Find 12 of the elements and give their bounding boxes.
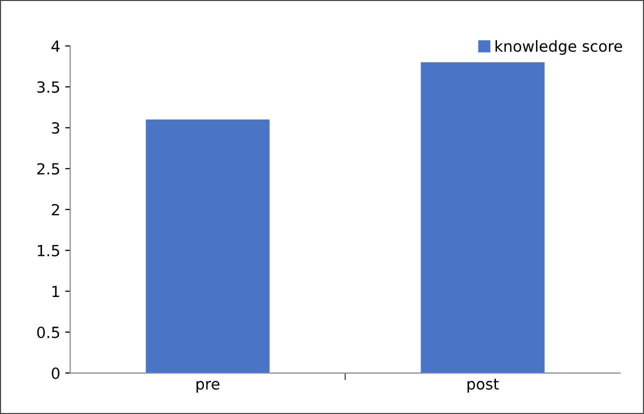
- y-tick-label: 4: [52, 40, 60, 52]
- y-tick-label: 1: [52, 286, 60, 298]
- y-tick-label: 3: [52, 122, 60, 134]
- y-tick-label: 0.5: [37, 326, 60, 338]
- legend-label: knowledge score: [496, 40, 622, 55]
- y-tick-label: 2: [52, 204, 59, 216]
- y-tick-label: 0: [52, 367, 60, 380]
- y-tick-label: 1.5: [38, 245, 60, 256]
- y-tick-label: 2.5: [37, 163, 60, 175]
- x-tick-label: pre: [196, 380, 220, 393]
- y-tick-label: 3.5: [37, 81, 60, 93]
- x-tick-label: post: [468, 378, 499, 393]
